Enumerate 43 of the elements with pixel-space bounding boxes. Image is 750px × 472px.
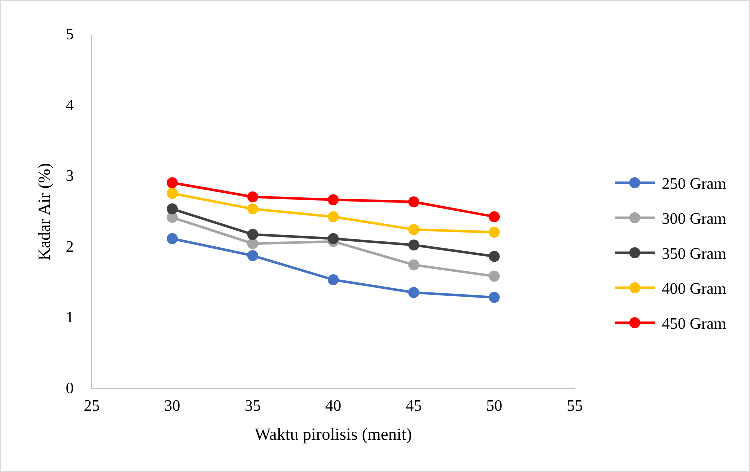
legend-label: 250 Gram bbox=[662, 176, 727, 193]
x-tick-label: 35 bbox=[245, 398, 261, 415]
y-tick-label: 3 bbox=[66, 168, 74, 186]
y-tick-label: 5 bbox=[66, 26, 74, 44]
point bbox=[167, 188, 178, 200]
point bbox=[328, 233, 339, 244]
point bbox=[328, 194, 339, 206]
legend-label: 400 Gram bbox=[662, 281, 727, 298]
point bbox=[408, 260, 420, 271]
point bbox=[167, 177, 178, 188]
legend-label: 300 Gram bbox=[662, 211, 727, 228]
y-tick-label: 4 bbox=[66, 97, 74, 114]
point bbox=[248, 229, 258, 240]
point bbox=[489, 251, 500, 262]
legend-label: 450 Gram bbox=[662, 316, 727, 333]
point bbox=[328, 274, 339, 286]
point bbox=[408, 196, 420, 208]
point bbox=[408, 287, 420, 298]
point bbox=[489, 211, 500, 222]
x-tick-label: 45 bbox=[406, 398, 422, 415]
point bbox=[489, 292, 500, 304]
y-tick-label: 2 bbox=[66, 238, 74, 256]
y-tick-label: 1 bbox=[66, 310, 74, 327]
y-tick-label: 0 bbox=[66, 380, 74, 398]
point bbox=[328, 211, 339, 222]
x-tick-label: 30 bbox=[164, 398, 180, 415]
point bbox=[248, 192, 258, 203]
x-tick-label: 40 bbox=[326, 398, 342, 415]
point bbox=[248, 204, 258, 215]
point bbox=[167, 204, 178, 215]
x-axis-title: Waktu pirolisis (menit) bbox=[254, 425, 412, 444]
x-tick-label: 25 bbox=[84, 398, 100, 415]
point bbox=[248, 250, 258, 262]
point bbox=[408, 240, 420, 251]
point bbox=[489, 227, 500, 238]
point bbox=[489, 270, 500, 282]
point bbox=[167, 233, 178, 244]
x-tick-label: 50 bbox=[486, 398, 502, 415]
legend-label: 350 Gram bbox=[662, 246, 727, 263]
point bbox=[408, 224, 420, 236]
y-axis-title: Kadar Air (%) bbox=[35, 163, 54, 261]
point bbox=[248, 238, 258, 250]
x-tick-label: 55 bbox=[567, 398, 583, 415]
